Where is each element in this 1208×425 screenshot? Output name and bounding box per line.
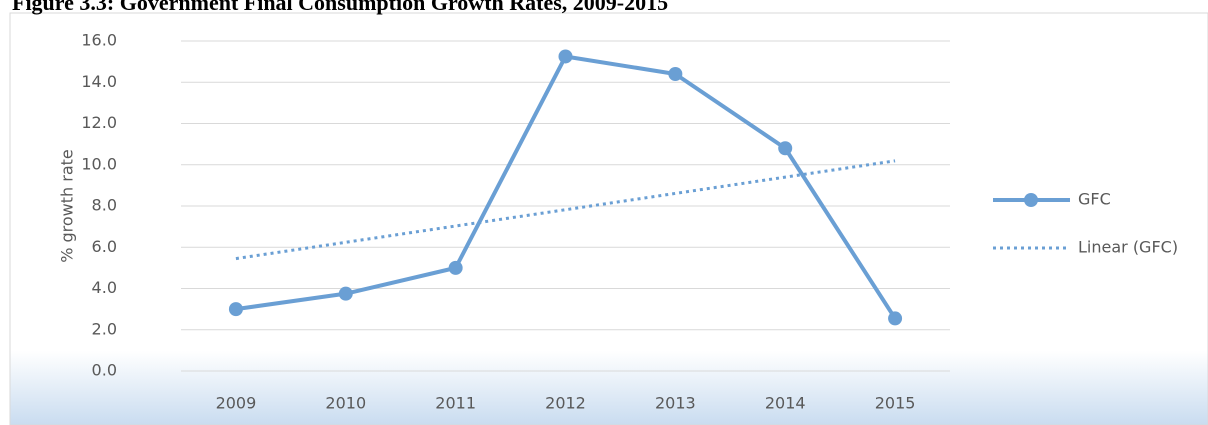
marker	[778, 141, 793, 156]
y-tick-label: 12.0	[81, 113, 117, 132]
marker	[228, 302, 243, 317]
trend-line	[235, 159, 896, 261]
chart-title: Figure 3.3: Government Final Consumption…	[12, 0, 668, 15]
y-tick-label: 2.0	[92, 319, 117, 338]
x-tick-label: 2014	[765, 394, 806, 413]
x-tick-label: 2010	[325, 394, 366, 413]
x-tick-label: 2011	[435, 394, 476, 413]
legend-label: Linear (GFC)	[1078, 238, 1178, 257]
x-tick-label: 2012	[545, 394, 586, 413]
y-tick-label: 14.0	[81, 72, 117, 91]
y-tick-label: 4.0	[92, 278, 117, 297]
y-tick-label: 8.0	[92, 196, 117, 215]
y-tick-label: 0.0	[92, 361, 117, 380]
marker	[888, 311, 903, 326]
y-tick-label: 10.0	[81, 154, 117, 173]
marker	[668, 67, 683, 81]
x-tick-label: 2009	[216, 394, 257, 413]
marker	[338, 286, 353, 301]
legend-marker	[1024, 193, 1038, 207]
y-tick-label: 16.0	[81, 31, 117, 50]
chart-frame	[9, 12, 1208, 425]
x-tick-label: 2013	[655, 394, 696, 413]
y-tick-label: 6.0	[92, 237, 117, 256]
marker	[448, 260, 463, 275]
y-axis-label: % growth rate	[58, 149, 77, 263]
x-tick-label: 2015	[875, 394, 916, 413]
legend-label: GFC	[1078, 190, 1111, 209]
marker	[558, 49, 573, 64]
